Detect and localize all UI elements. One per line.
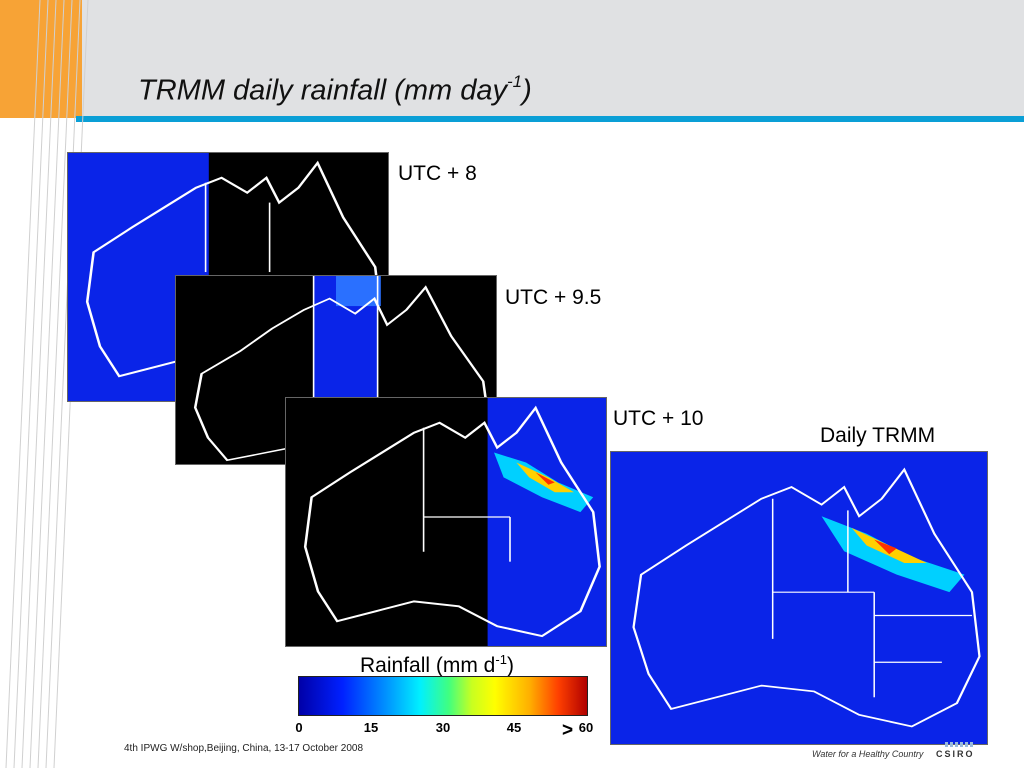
logo-tagline: Water for a Healthy Country (812, 749, 924, 759)
slide-title: TRMM daily rainfall (mm day-1) (138, 72, 532, 108)
colorbar-greater-than: > (562, 720, 574, 741)
label-utc10: UTC + 10 (613, 407, 704, 430)
title-text: TRMM daily rainfall (mm day (138, 74, 507, 107)
csiro-logo-mark (945, 742, 975, 747)
colorbar-tick-0: 0 (295, 720, 303, 735)
header-blue-rule (76, 116, 1024, 122)
colorbar-tick-15: 15 (363, 720, 379, 735)
label-utc95: UTC + 9.5 (505, 286, 602, 309)
colorbar-title-sup: -1 (495, 652, 507, 667)
rainfall-colorbar (298, 676, 588, 716)
map-daily-trmm (610, 451, 988, 745)
colorbar-tick-60: 60 (578, 720, 594, 735)
label-daily-trmm: Daily TRMM (820, 424, 936, 447)
label-utc8: UTC + 8 (398, 162, 477, 185)
orange-accent-block (0, 0, 82, 118)
csiro-logo-text: CSIRO (936, 749, 975, 759)
colorbar-title: Rainfall (mm d-1) (360, 652, 514, 678)
map-utc10 (285, 397, 607, 647)
colorbar-tick-30: 30 (435, 720, 451, 735)
title-close-paren: ) (522, 74, 532, 107)
colorbar-tick-45: 45 (506, 720, 522, 735)
slide-header-band (0, 0, 1024, 118)
slide-footer: 4th IPWG W/shop,Beijing, China, 13-17 Oc… (124, 743, 364, 754)
colorbar-title-end: ) (506, 654, 514, 677)
title-superscript: -1 (507, 72, 523, 91)
colorbar-title-text: Rainfall (mm d (360, 654, 496, 677)
